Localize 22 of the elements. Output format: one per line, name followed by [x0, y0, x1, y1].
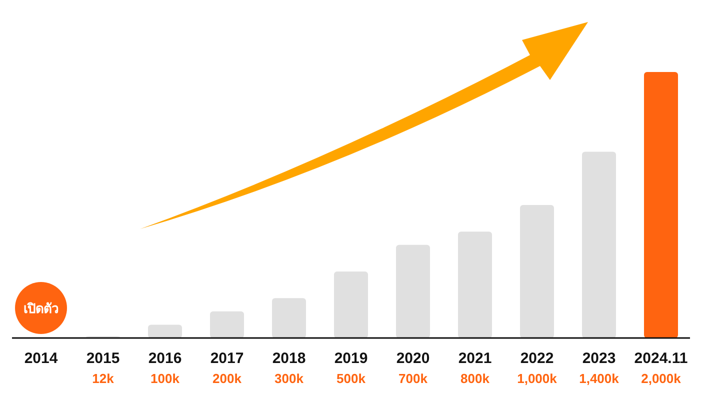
- annotation: เปิดตัว: [24, 301, 58, 316]
- x-tick-label: 2014: [24, 350, 58, 367]
- x-tick-label: 2020: [396, 350, 430, 367]
- data-label: 1,000k: [517, 371, 558, 386]
- x-tick-label: 2016: [148, 350, 182, 367]
- x-tick-label: 2023: [582, 350, 616, 367]
- data-label: 100k: [150, 371, 180, 386]
- data-label: 800k: [460, 371, 490, 386]
- data-label: 300k: [274, 371, 304, 386]
- x-tick-label: 2024.11: [634, 350, 688, 367]
- x-tick-label: 2021: [458, 350, 492, 367]
- x-tick-label: 2022: [520, 350, 554, 367]
- data-label: 700k: [398, 371, 428, 386]
- x-tick-label: 2018: [272, 350, 306, 367]
- data-label: 1,400k: [579, 371, 620, 386]
- data-label: 200k: [212, 371, 242, 386]
- x-tick-label: 2019: [334, 350, 368, 367]
- x-tick-label: 2017: [210, 350, 244, 367]
- data-label: 2,000k: [641, 371, 682, 386]
- data-label: 500k: [336, 371, 366, 386]
- data-label: 12k: [92, 371, 115, 386]
- x-tick-label: 2015: [86, 350, 120, 367]
